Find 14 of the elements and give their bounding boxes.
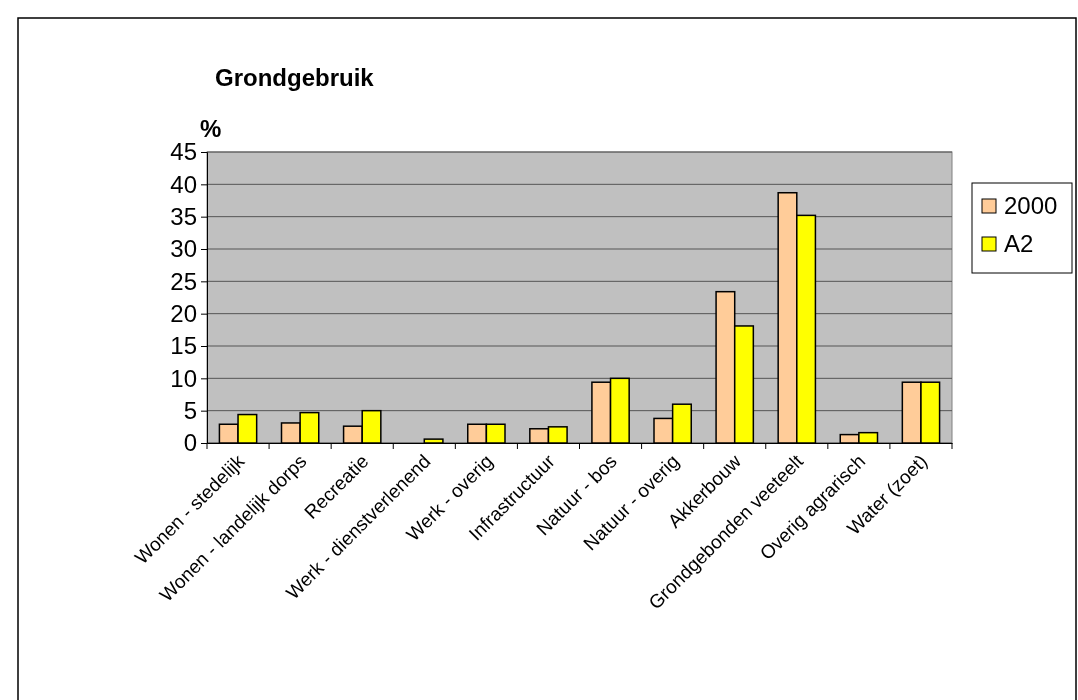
- y-tick-label: 15: [170, 332, 197, 360]
- y-tick-label: 30: [170, 235, 197, 263]
- y-tick-label: 35: [170, 202, 197, 230]
- y-tick-label: 0: [183, 429, 197, 457]
- y-tick-label: 25: [170, 267, 197, 295]
- y-axis-title: %: [200, 115, 222, 142]
- y-tick-label: 5: [183, 396, 197, 424]
- y-tick-label: 45: [170, 138, 197, 166]
- y-tick-label: 20: [170, 299, 197, 327]
- legend-label: A2: [1004, 230, 1034, 257]
- legend-label: 2000: [1004, 192, 1058, 219]
- chart-title: Grondgebruik: [215, 64, 375, 91]
- y-tick-label: 10: [170, 364, 197, 392]
- y-tick-label: 40: [170, 170, 197, 198]
